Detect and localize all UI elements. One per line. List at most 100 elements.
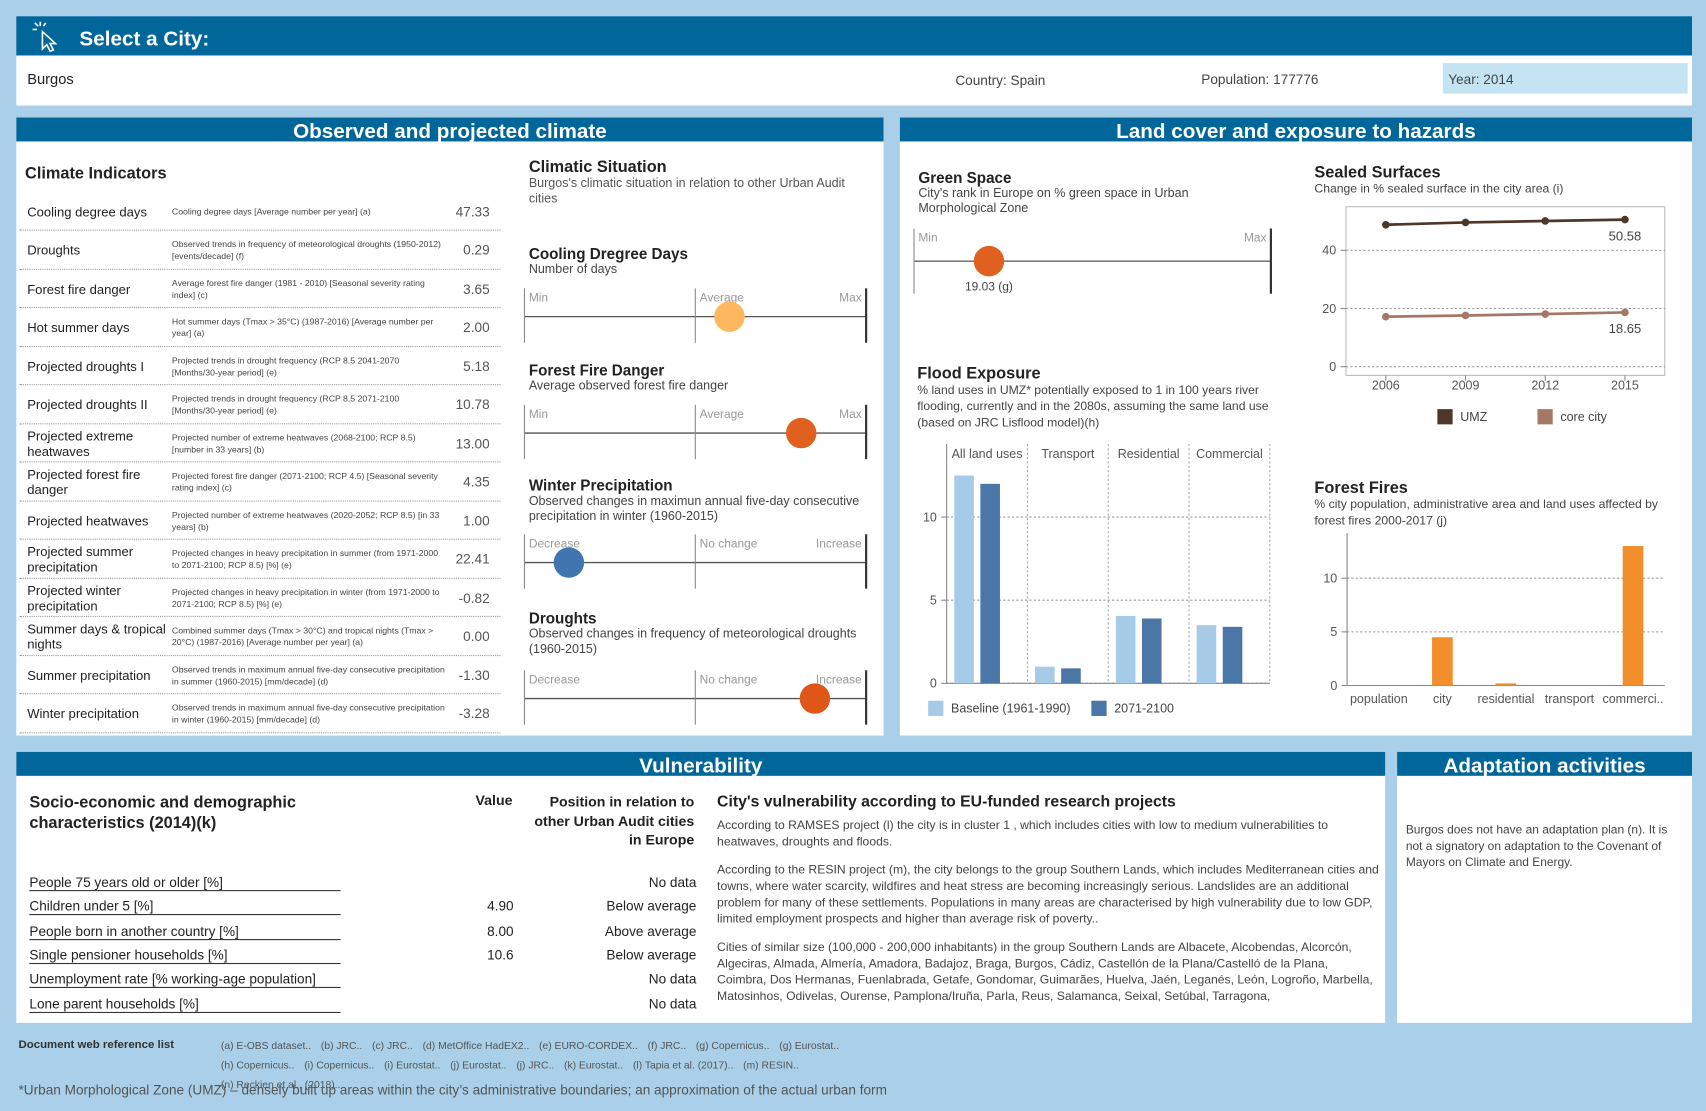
reference-link[interactable]: (m) RESIN.. bbox=[743, 1059, 799, 1072]
row-label: People born in another country [%] bbox=[29, 923, 341, 940]
slider-label: Decrease bbox=[529, 672, 581, 686]
category-label: city bbox=[1433, 692, 1453, 706]
bar bbox=[1432, 637, 1453, 686]
indicator-name: Cooling degree days bbox=[27, 204, 147, 220]
panel-title: Adaptation activities bbox=[1397, 751, 1692, 776]
legend-label: UMZ bbox=[1460, 410, 1487, 424]
slider-label: Increase bbox=[816, 536, 862, 550]
reference-link[interactable]: (n) Reckien et al., (2018).. bbox=[220, 1079, 341, 1092]
reference-link[interactable]: (j) JRC.. bbox=[516, 1059, 555, 1072]
reference-link[interactable]: (j) Eurostat.. bbox=[450, 1059, 507, 1072]
slider-label: Max bbox=[839, 290, 862, 304]
reference-link[interactable]: (g) Eurostat.. bbox=[779, 1040, 840, 1053]
reference-link[interactable]: (f) JRC.. bbox=[647, 1040, 687, 1053]
slider-label: Average bbox=[700, 290, 745, 304]
vulnerability-row: Children under 5 [%] 4.90 Below average bbox=[22, 897, 696, 920]
reference-link[interactable]: (g) Copernicus.. bbox=[695, 1040, 770, 1053]
city-row bbox=[16, 55, 1692, 106]
indicator-row: Projected forest fire danger Projected fo… bbox=[19, 463, 501, 502]
indicator-value: 0.29 bbox=[463, 242, 490, 258]
indicator-value: -3.28 bbox=[458, 706, 490, 722]
slider-marker bbox=[785, 417, 817, 449]
indicator-description: Projected changes in heavy precipitation… bbox=[171, 548, 439, 571]
chart-subtitle: % city population, administrative area a… bbox=[1314, 498, 1658, 528]
slider-marker bbox=[799, 683, 831, 714]
row-value: 4.90 bbox=[487, 899, 514, 915]
vulnerability-row: Unemployment rate [% working-age populat… bbox=[22, 970, 696, 993]
slider-subtitle: Observed changes in maximun annual five-… bbox=[528, 495, 860, 524]
reference-link[interactable]: (h) Copernicus.. bbox=[220, 1059, 295, 1072]
indicator-description: Observed trends in maximum annual five-d… bbox=[171, 702, 445, 725]
header-bar bbox=[16, 16, 1692, 56]
line bbox=[1385, 218, 1625, 227]
reference-title: Document web reference list bbox=[18, 1038, 175, 1052]
reference-link[interactable]: (d) MetOffice HadEX2.. bbox=[422, 1040, 530, 1053]
slider-subtitle: Number of days bbox=[528, 263, 618, 277]
row-label: Children under 5 [%] bbox=[29, 899, 341, 916]
plot-frame bbox=[1345, 206, 1666, 376]
point bbox=[1461, 218, 1470, 227]
y-tick-label: 5 bbox=[930, 594, 937, 608]
point bbox=[1382, 312, 1390, 321]
climate-panel bbox=[16, 117, 884, 736]
point bbox=[1621, 308, 1629, 317]
indicator-name: Projected summer precipitation bbox=[27, 544, 134, 575]
slider-marker bbox=[714, 301, 745, 332]
vulnerability-row: Single pensioner households [%] 10.6 Below… bbox=[22, 945, 697, 968]
reference-link[interactable]: (b) JRC.. bbox=[320, 1040, 363, 1053]
indicator-name: Projected heatwaves bbox=[27, 513, 149, 529]
indicator-name: Projected droughts I bbox=[27, 358, 145, 374]
bar bbox=[1035, 666, 1055, 684]
point bbox=[1541, 217, 1550, 225]
bar bbox=[1222, 626, 1243, 684]
indicator-row: Cooling degree days Cooling degree days [… bbox=[19, 193, 501, 231]
chart-title: Flood Exposure bbox=[917, 364, 1041, 384]
y-tick-label: 0 bbox=[930, 677, 937, 691]
slider-label: No change bbox=[700, 672, 758, 686]
reference-link[interactable]: (a) E-OBS dataset.. bbox=[220, 1040, 312, 1053]
indicator-value: 4.35 bbox=[463, 474, 490, 490]
reference-link[interactable]: (i) Copernicus.. bbox=[304, 1059, 375, 1072]
population: Population: 177776 bbox=[1201, 71, 1319, 88]
slider-title: Forest Fire Danger bbox=[528, 361, 665, 379]
slider-subtitle: City's rank in Europe on % green space i… bbox=[918, 187, 1189, 216]
row-position: No data bbox=[648, 874, 697, 891]
section-title: City's vulnerability according to EU-fun… bbox=[717, 793, 1176, 811]
slider-label: Increase bbox=[816, 672, 862, 686]
row-position: Below average bbox=[606, 947, 697, 963]
indicator-value: 5.18 bbox=[463, 358, 490, 374]
year-select[interactable]: Year: 2014 bbox=[1442, 63, 1688, 94]
y-tick-label: 0 bbox=[1330, 679, 1337, 693]
reference-link[interactable]: (l) Tapia et al. (2017).. bbox=[632, 1059, 734, 1072]
y-tick-label: 40 bbox=[1322, 244, 1336, 258]
indicator-name: Projected extreme heatwaves bbox=[27, 428, 134, 459]
reference-link[interactable]: (c) JRC.. bbox=[372, 1040, 413, 1053]
slider-label: Decrease bbox=[529, 536, 581, 550]
city-select[interactable]: Burgos bbox=[27, 70, 74, 88]
x-tick-label: 2012 bbox=[1531, 379, 1559, 393]
indicator-name: Projected winter precipitation bbox=[27, 582, 121, 614]
reference-link[interactable]: (i) Eurostat.. bbox=[384, 1059, 441, 1072]
paragraph: Cities of similar size (100,000 - 200,00… bbox=[717, 941, 1373, 1004]
point bbox=[1621, 215, 1629, 224]
row-label: Lone parent households [%] bbox=[29, 996, 341, 1013]
indicator-description: Projected trends in drought frequency (R… bbox=[171, 355, 400, 378]
reference-link[interactable]: (k) Eurostat.. bbox=[564, 1059, 624, 1072]
slider-title: Winter Precipitation bbox=[528, 476, 673, 494]
indicator-description: Projected changes in heavy precipitation… bbox=[171, 587, 440, 609]
reference-link[interactable]: (e) EURO-CORDEX.. bbox=[539, 1040, 638, 1053]
y-tick-label: 5 bbox=[1330, 625, 1337, 639]
chart-title: Forest Fires bbox=[1314, 478, 1408, 498]
chart-subtitle: % land uses in UMZ* potentially exposed … bbox=[917, 384, 1269, 430]
indicator-row: Winter precipitation Observed trends in m… bbox=[19, 695, 501, 733]
chart-title: Sealed Surfaces bbox=[1314, 163, 1441, 182]
indicator-description: Projected number of extreme heatwaves (2… bbox=[171, 432, 416, 455]
x-tick-label: 2015 bbox=[1611, 379, 1639, 393]
section-subtitle: Burgos's climatic situation in relation … bbox=[528, 177, 845, 206]
legend-label: Baseline (1961-1990) bbox=[951, 702, 1071, 716]
row-label: People 75 years old or older [%] bbox=[29, 875, 341, 892]
legend-swatch bbox=[1537, 409, 1553, 425]
category-label: residential bbox=[1477, 692, 1534, 706]
